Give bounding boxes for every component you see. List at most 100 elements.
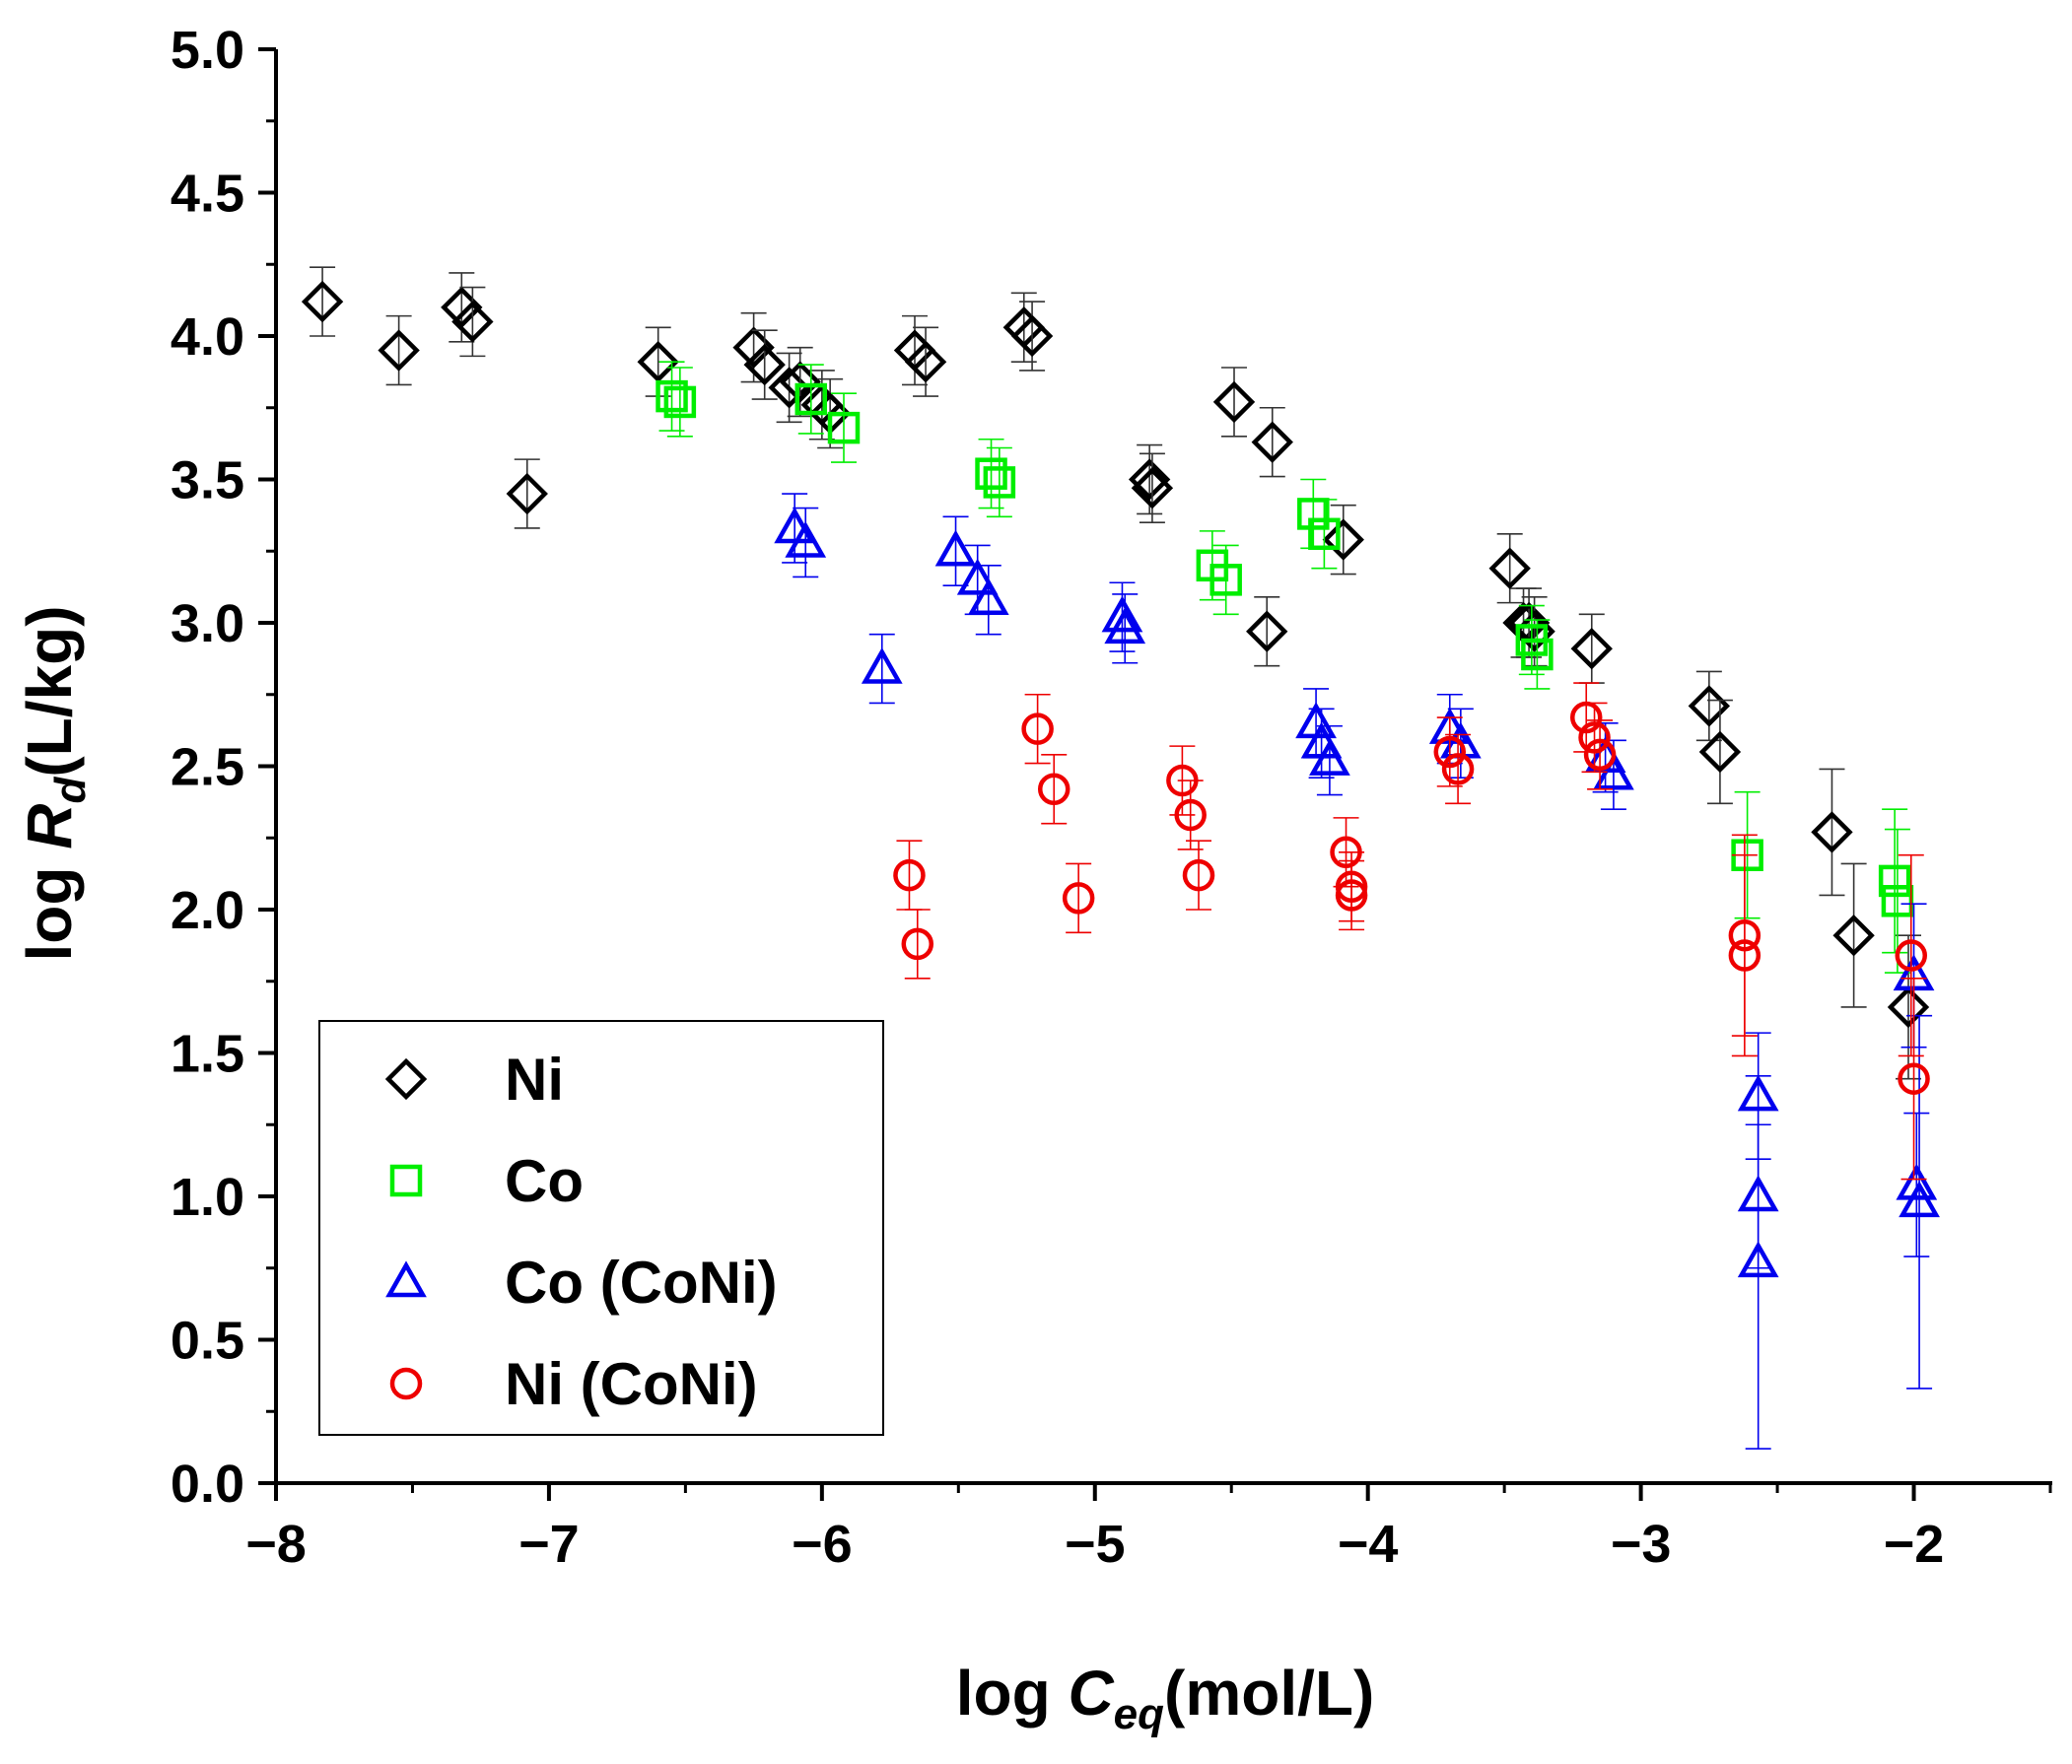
data-point-ni-coni xyxy=(1728,939,1761,972)
y-tick-label: 4.5 xyxy=(171,165,244,224)
data-point-co xyxy=(794,382,828,416)
x-axis-title-sub: eq xyxy=(1114,1690,1164,1738)
data-point-ni xyxy=(1832,915,1875,957)
data-point-co-coni xyxy=(861,646,903,684)
data-point-ni-coni xyxy=(1433,735,1467,769)
data-point-co xyxy=(1521,638,1554,671)
y-tick-label: 4.0 xyxy=(171,307,244,367)
legend-label-co: Co xyxy=(505,1148,584,1214)
data-point-co-coni xyxy=(967,578,1009,615)
data-point-ni xyxy=(1698,730,1742,774)
data-point-co xyxy=(827,411,861,444)
y-tick-label: 2.0 xyxy=(171,881,244,940)
x-axis-title-prefix: log xyxy=(956,1658,1069,1729)
data-point-co-coni xyxy=(1101,595,1143,633)
x-tick-label: −3 xyxy=(1611,1515,1672,1574)
data-point-ni xyxy=(1811,811,1853,853)
data-point-ni xyxy=(1570,628,1613,670)
legend-marker-co-coni xyxy=(385,1260,427,1298)
data-point-ni xyxy=(1212,380,1256,424)
x-tick-label: −4 xyxy=(1338,1515,1399,1574)
data-point-ni-coni xyxy=(1062,882,1095,915)
data-point-ni xyxy=(904,341,947,383)
x-tick-label: −7 xyxy=(518,1515,580,1574)
series-co xyxy=(656,361,1914,974)
legend-marker-co xyxy=(389,1164,423,1197)
data-point-ni xyxy=(732,326,775,369)
data-point-ni xyxy=(506,472,548,515)
y-tick-label: 3.0 xyxy=(171,594,244,653)
legend-label-ni-coni: Ni (CoNi) xyxy=(505,1351,758,1417)
data-point-co xyxy=(663,385,697,419)
y-axis-title-sub: d xyxy=(46,777,95,804)
data-point-co xyxy=(656,379,688,413)
x-tick-label: −5 xyxy=(1065,1515,1126,1574)
data-point-ni xyxy=(451,301,494,343)
y-tick-label: 0.0 xyxy=(171,1455,244,1514)
y-tick-label: 3.5 xyxy=(171,451,244,510)
data-point-ni xyxy=(441,286,483,329)
legend-marker-ni xyxy=(384,1057,428,1101)
x-tick-label: −6 xyxy=(792,1515,853,1574)
y-tick-label: 1.0 xyxy=(171,1168,244,1227)
data-point-ni-coni xyxy=(1895,939,1928,972)
data-point-ni xyxy=(378,329,420,372)
data-point-co xyxy=(1209,564,1242,596)
data-point-co xyxy=(983,466,1016,499)
data-point-ni-coni xyxy=(1037,773,1071,806)
data-point-co xyxy=(1878,864,1911,898)
data-point-co-coni xyxy=(1899,1181,1940,1218)
plot-area xyxy=(301,266,1940,1450)
data-point-ni-coni xyxy=(1335,879,1368,912)
data-point-ni xyxy=(637,341,679,383)
series-co-coni xyxy=(774,493,1940,1450)
data-point-co-coni xyxy=(1593,753,1634,790)
data-point-co-coni xyxy=(956,558,999,595)
x-tick-label: −2 xyxy=(1884,1515,1945,1574)
data-point-co-coni xyxy=(1309,739,1350,776)
x-tick-label: −8 xyxy=(245,1515,307,1574)
data-point-co-coni xyxy=(1104,607,1146,645)
data-point-ni xyxy=(779,361,821,403)
data-point-co-coni xyxy=(785,520,827,558)
data-point-ni-coni xyxy=(1182,858,1215,892)
data-point-ni-coni xyxy=(1898,1062,1930,1095)
series-ni xyxy=(301,266,1930,1080)
data-point-ni xyxy=(1131,467,1174,509)
data-point-ni xyxy=(1128,458,1171,501)
y-tick-label: 0.5 xyxy=(171,1312,244,1371)
x-axis-title-units: (mol/L) xyxy=(1164,1658,1374,1729)
data-point-co xyxy=(975,457,1007,490)
y-tick-label: 5.0 xyxy=(171,21,244,80)
ticks: −8 −7 −6 −5 −4 −3 −2 0.0 0.5 1.0 1.5 2.0 2.5 3.0 3.5 4.… xyxy=(171,21,2052,1574)
data-point-ni-coni xyxy=(1174,798,1207,832)
data-point-ni xyxy=(768,367,810,409)
data-point-ni xyxy=(1251,421,1293,463)
data-point-ni xyxy=(1322,518,1364,561)
data-point-ni xyxy=(1246,610,1288,652)
data-point-ni xyxy=(1010,314,1054,358)
data-point-co-coni xyxy=(1737,1241,1779,1278)
y-axis-title-var: R xyxy=(14,804,85,849)
x-axis-title: log Ceq(mol/L) xyxy=(956,1658,1375,1738)
y-axis-title-units: (L/kg) xyxy=(14,605,85,777)
y-tick-label: 2.5 xyxy=(171,738,244,797)
data-point-ni-coni xyxy=(1021,712,1054,745)
data-point-ni-coni xyxy=(1441,753,1475,785)
legend-marker-ni-coni xyxy=(389,1367,423,1400)
data-point-co-coni xyxy=(934,529,977,567)
data-point-co xyxy=(1308,517,1341,551)
legend-label-ni: Ni xyxy=(505,1047,564,1113)
y-axis-title: log Rd(L/kg) xyxy=(14,605,95,961)
data-point-ni-coni xyxy=(1583,738,1617,772)
data-point-ni xyxy=(301,280,344,323)
data-point-co-coni xyxy=(1896,1163,1938,1200)
legend: Ni Co Co (CoNi) Ni (CoNi) xyxy=(318,1020,884,1436)
data-point-ni-coni xyxy=(1578,721,1611,754)
legend-label-co-coni: Co (CoNi) xyxy=(505,1250,778,1316)
x-axis-title-var: C xyxy=(1068,1658,1114,1729)
data-point-ni-coni xyxy=(893,858,926,892)
data-point-ni xyxy=(1488,547,1531,589)
y-tick-label: 1.5 xyxy=(171,1025,244,1084)
